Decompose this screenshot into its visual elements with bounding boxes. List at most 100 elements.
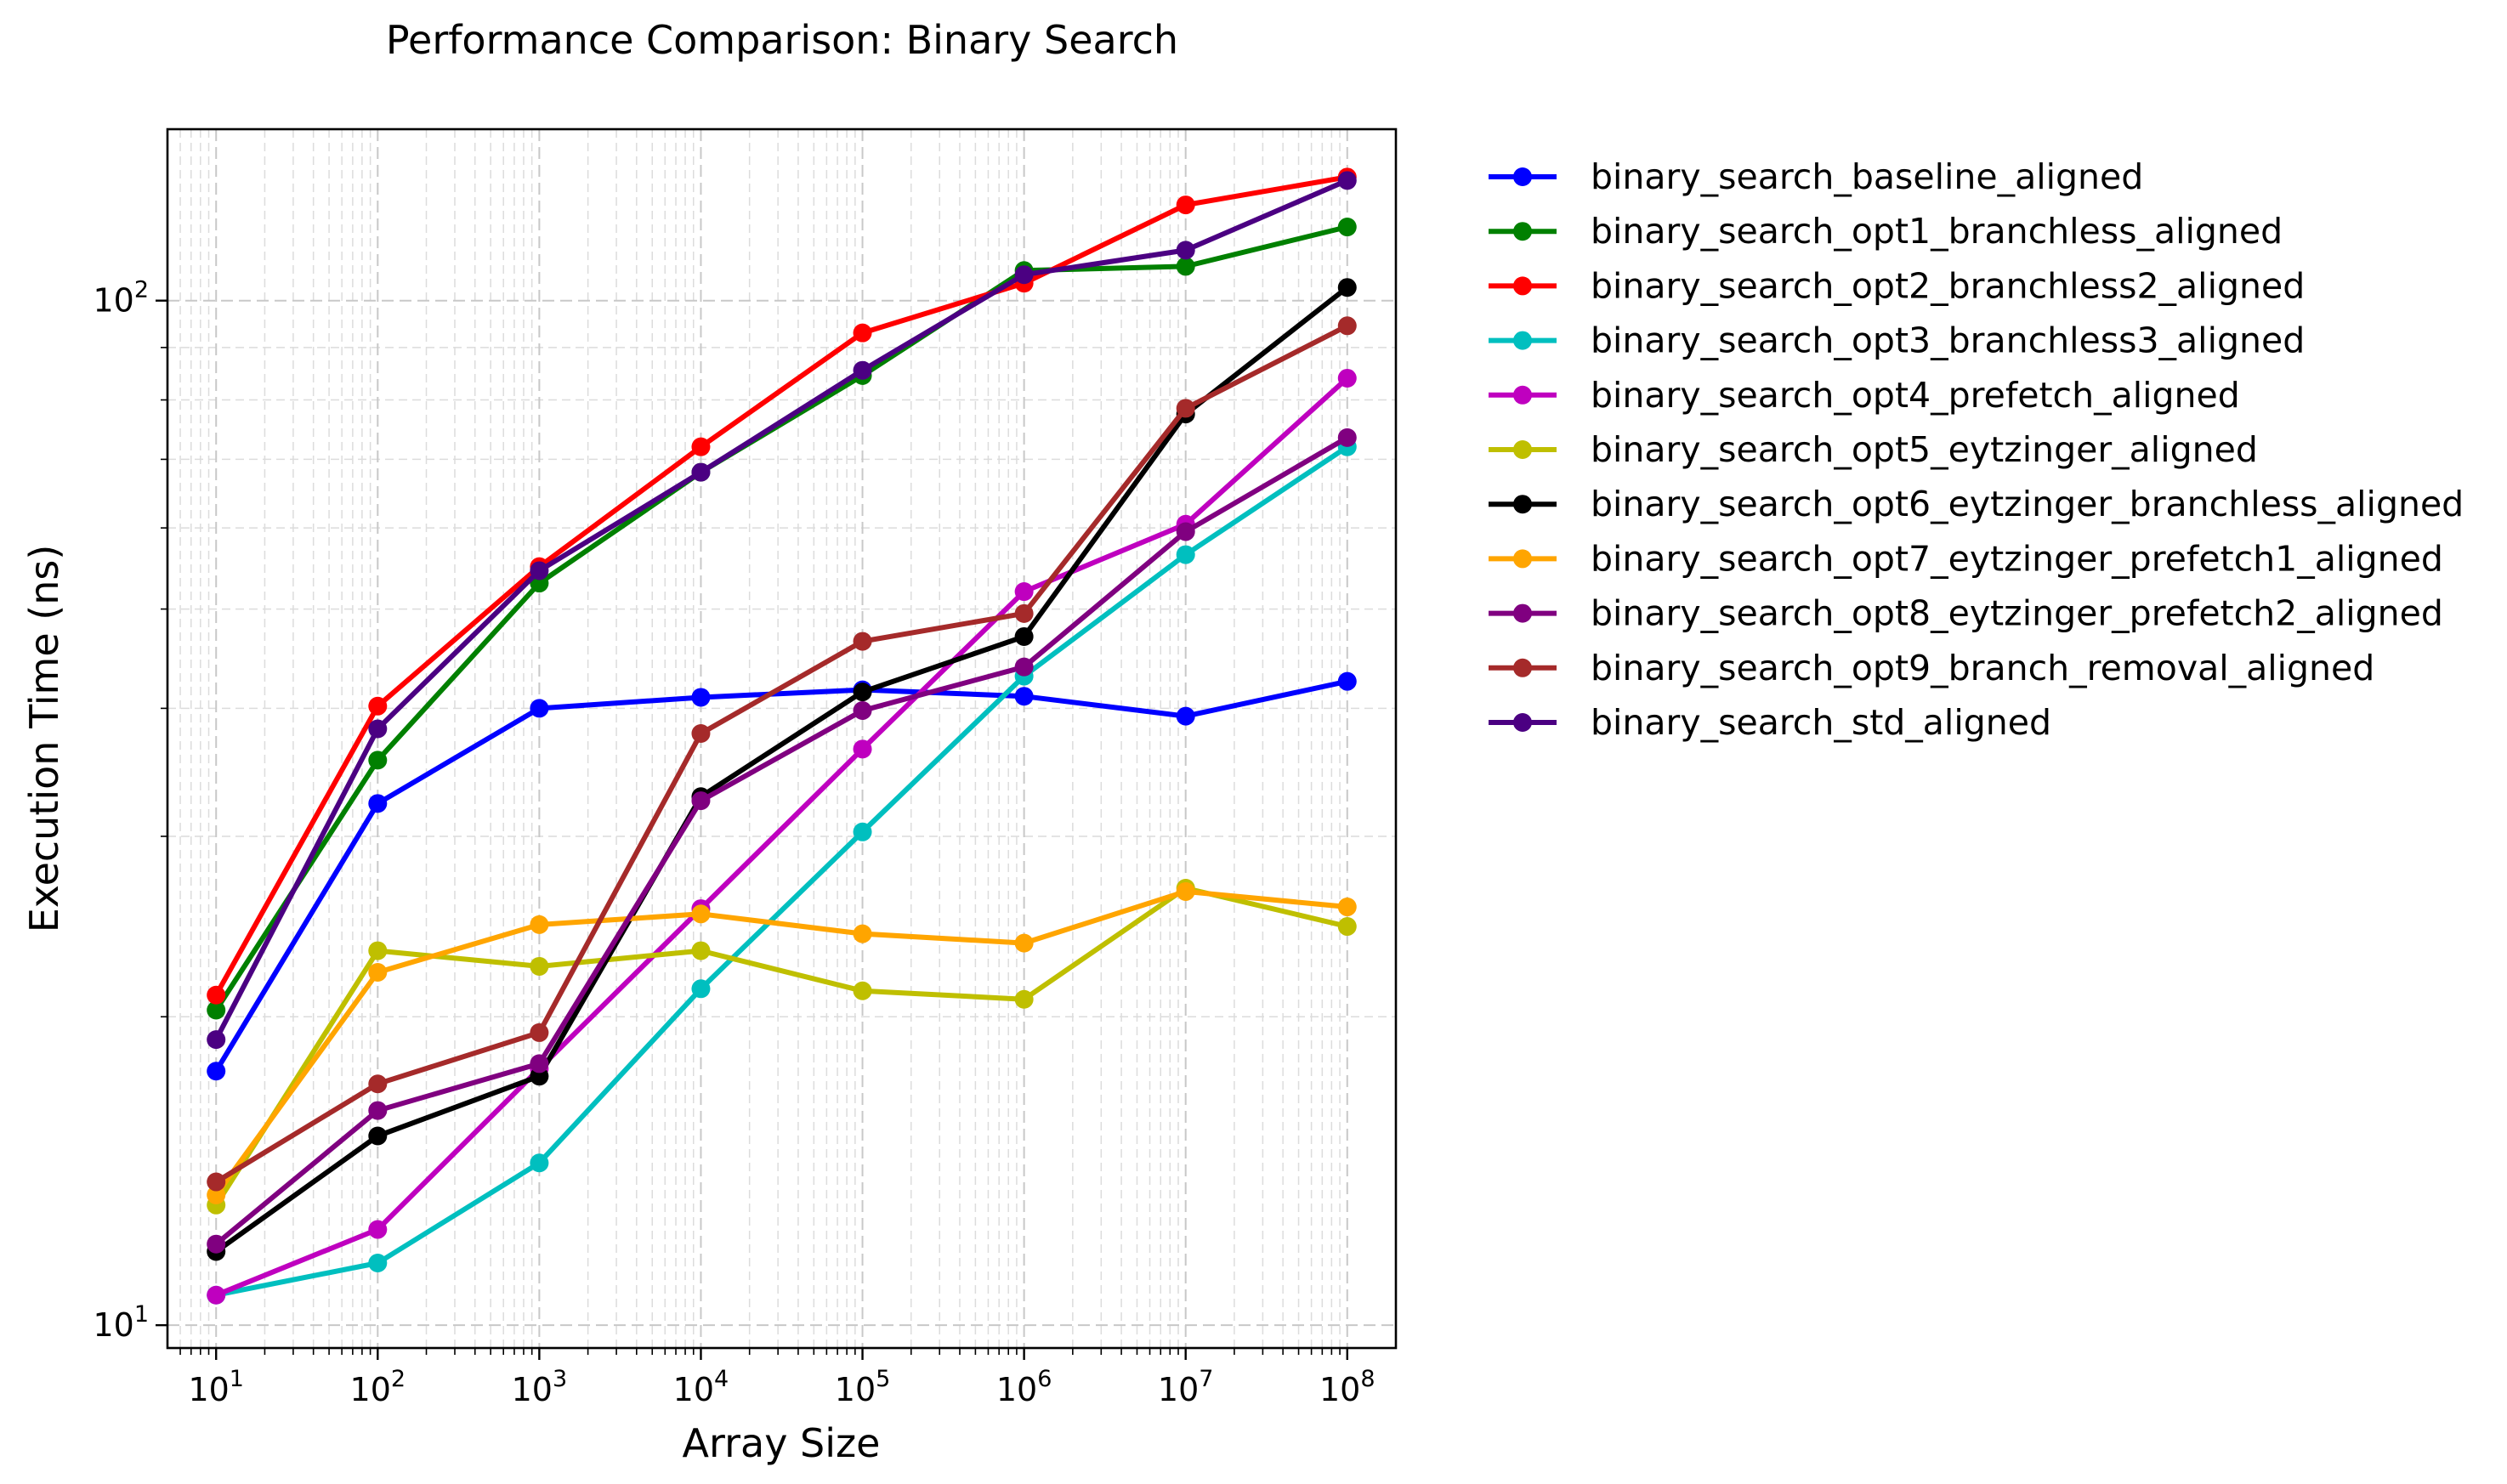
data-point	[207, 1234, 226, 1254]
legend-item: binary_search_opt7_eytzinger_prefetch1_a…	[1489, 538, 2443, 579]
x-tick-label: 104	[673, 1366, 729, 1408]
grid	[167, 129, 1396, 1348]
legend-item: binary_search_opt3_branchless3_aligned	[1489, 320, 2305, 361]
x-tick-label: 108	[1319, 1366, 1375, 1408]
data-point	[368, 794, 388, 813]
data-point	[691, 904, 711, 924]
legend-item: binary_search_opt5_eytzinger_aligned	[1489, 429, 2258, 470]
legend-label: binary_search_baseline_aligned	[1591, 156, 2143, 197]
data-point	[853, 360, 872, 380]
legend-marker	[1513, 603, 1532, 623]
data-point	[368, 719, 388, 739]
legend-marker	[1513, 167, 1532, 186]
data-point	[530, 1054, 549, 1073]
series-10	[207, 316, 1357, 1192]
legend-label: binary_search_std_aligned	[1591, 702, 2051, 743]
series-line	[213, 178, 1350, 1043]
data-point	[1337, 671, 1357, 691]
y-tick-base: 10	[93, 282, 133, 320]
data-point	[1176, 195, 1195, 215]
data-point	[1337, 898, 1357, 917]
data-point	[1337, 917, 1357, 937]
x-tick-base: 10	[350, 1371, 391, 1408]
y-tick-label: 101	[93, 1301, 149, 1344]
data-point	[1337, 368, 1357, 388]
legend-item: binary_search_baseline_aligned	[1489, 156, 2143, 197]
data-point	[1014, 657, 1034, 677]
data-point	[691, 941, 711, 960]
legend-label: binary_search_opt9_branch_removal_aligne…	[1591, 648, 2374, 688]
data-point	[1176, 706, 1195, 726]
data-point	[853, 632, 872, 651]
legend-marker	[1513, 713, 1532, 732]
legend-item: binary_search_opt8_eytzinger_prefetch2_a…	[1489, 593, 2443, 634]
legend-item: binary_search_opt9_branch_removal_aligne…	[1489, 648, 2374, 688]
x-tick-exponent: 1	[230, 1366, 244, 1392]
x-tick-exponent: 3	[553, 1366, 567, 1392]
legend-label: binary_search_opt8_eytzinger_prefetch2_a…	[1591, 593, 2443, 634]
legend-label: binary_search_opt4_prefetch_aligned	[1591, 375, 2240, 416]
data-point	[207, 1185, 226, 1204]
data-point	[691, 437, 711, 456]
data-point	[691, 979, 711, 999]
data-point	[853, 701, 872, 721]
chart-title: Performance Comparison: Binary Search	[386, 17, 1178, 63]
y-axis-label: Execution Time (ns)	[21, 545, 67, 933]
x-tick-exponent: 2	[391, 1366, 406, 1392]
legend-marker	[1513, 440, 1532, 459]
data-point	[1176, 241, 1195, 260]
data-point	[691, 791, 711, 811]
legend-label: binary_search_opt6_eytzinger_branchless_…	[1591, 484, 2464, 524]
y-tick-base: 10	[93, 1306, 133, 1344]
data-point	[691, 462, 711, 482]
x-tick-exponent: 5	[876, 1366, 890, 1392]
data-point	[853, 683, 872, 702]
series-line	[213, 285, 1350, 1255]
legend-marker	[1513, 331, 1532, 350]
y-tick-label: 102	[93, 277, 149, 320]
data-point	[530, 1022, 549, 1042]
data-point	[368, 1101, 388, 1120]
data-point	[1176, 545, 1195, 564]
data-point	[207, 985, 226, 1005]
legend-marker	[1513, 495, 1532, 514]
data-point	[530, 699, 549, 718]
x-axis-label: Array Size	[683, 1420, 881, 1466]
x-tick-base: 10	[512, 1371, 553, 1408]
data-point	[207, 1000, 226, 1020]
data-point	[1014, 582, 1034, 602]
x-tick-base: 10	[996, 1371, 1037, 1408]
series-3	[207, 167, 1357, 1005]
data-point	[853, 924, 872, 943]
x-tick-label: 102	[350, 1366, 406, 1408]
series-line	[213, 376, 1350, 1298]
data-point	[207, 1062, 226, 1081]
legend-marker	[1513, 385, 1532, 405]
series-line	[213, 444, 1350, 1298]
x-tick-exponent: 8	[1360, 1366, 1375, 1392]
data-point	[1014, 687, 1034, 706]
x-tick-base: 10	[673, 1371, 714, 1408]
data-point	[368, 750, 388, 770]
x-tick-label: 103	[512, 1366, 568, 1408]
data-point	[1337, 218, 1357, 237]
legend-marker	[1513, 549, 1532, 569]
series-line	[213, 174, 1350, 998]
data-point	[1014, 933, 1034, 953]
data-point	[368, 1220, 388, 1239]
series-6	[207, 879, 1357, 1215]
y-tick-exponent: 1	[134, 1301, 149, 1328]
data-point	[1337, 171, 1357, 190]
data-point	[1014, 265, 1034, 285]
series-line	[213, 678, 1350, 1074]
legend-marker	[1513, 658, 1532, 677]
legend-label: binary_search_opt3_branchless3_aligned	[1591, 320, 2305, 361]
data-point	[530, 1153, 549, 1173]
data-point	[1176, 881, 1195, 901]
legend-item: binary_search_opt1_branchless_aligned	[1489, 211, 2283, 252]
data-point	[1014, 989, 1034, 1009]
data-point	[1337, 428, 1357, 447]
data-point	[368, 696, 388, 716]
legend-marker	[1513, 276, 1532, 296]
